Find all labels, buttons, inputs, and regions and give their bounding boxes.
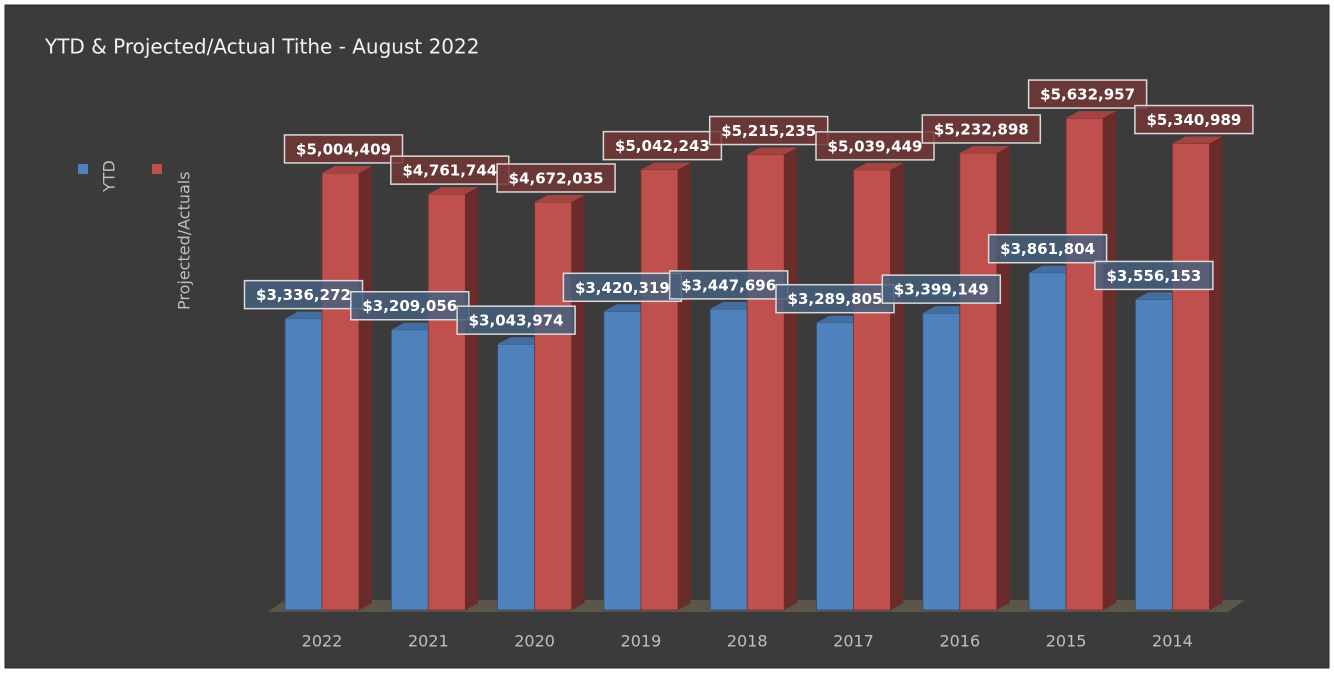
bar-top xyxy=(640,162,691,170)
bar xyxy=(640,169,679,611)
bar xyxy=(746,154,785,611)
legend-swatch xyxy=(152,164,162,174)
data-label: $5,042,243 xyxy=(615,137,710,155)
bar xyxy=(284,318,323,611)
bar-top xyxy=(534,194,585,202)
bar xyxy=(534,201,572,611)
bar-side xyxy=(1103,111,1117,611)
bar xyxy=(922,312,961,611)
data-label-box xyxy=(350,290,470,321)
data-label-box xyxy=(1134,104,1254,135)
bar xyxy=(1065,117,1104,611)
bar xyxy=(816,322,854,611)
data-label: $3,861,804 xyxy=(1000,240,1095,258)
x-tick-label: 2021 xyxy=(408,632,449,651)
data-label: $4,672,035 xyxy=(509,169,604,187)
data-label: $3,336,272 xyxy=(256,286,351,304)
bar-side xyxy=(677,162,691,610)
data-label: $5,215,235 xyxy=(721,122,816,140)
data-label: $3,447,696 xyxy=(681,276,776,294)
data-label-box xyxy=(496,163,616,193)
data-label-box xyxy=(708,115,829,146)
bar xyxy=(497,343,536,611)
x-tick-label: 2017 xyxy=(833,632,874,651)
bar-side xyxy=(571,194,585,610)
x-tick-label: 2018 xyxy=(727,632,768,651)
bar xyxy=(853,169,891,611)
data-label: $3,289,805 xyxy=(788,290,883,308)
bar-side xyxy=(465,187,479,610)
bar xyxy=(959,152,998,611)
data-label: $5,004,409 xyxy=(296,140,391,158)
data-label: $3,556,153 xyxy=(1106,267,1201,285)
data-label: $3,399,149 xyxy=(894,281,989,299)
bar xyxy=(321,172,360,611)
data-label-box xyxy=(1094,260,1214,291)
bar xyxy=(427,193,466,611)
x-tick-label: 2022 xyxy=(302,632,343,651)
data-label-box xyxy=(243,279,364,310)
bar-top xyxy=(322,165,372,173)
bar-side xyxy=(996,145,1010,610)
data-label-box xyxy=(390,155,510,185)
data-label-box xyxy=(1027,79,1148,109)
data-label-box xyxy=(562,272,683,303)
data-label: $3,209,056 xyxy=(362,297,457,315)
data-label: $5,340,989 xyxy=(1146,111,1241,129)
data-label-box xyxy=(987,233,1108,264)
legend-label: Projected/Actuals xyxy=(175,171,194,310)
data-label-box xyxy=(815,131,935,161)
data-label: $4,761,744 xyxy=(402,162,497,180)
data-label: $5,632,957 xyxy=(1040,86,1135,104)
bar-top xyxy=(747,147,798,155)
bar-top xyxy=(959,145,1010,153)
bar xyxy=(390,329,429,611)
x-tick-label: 2019 xyxy=(621,632,662,651)
bar-top xyxy=(1066,111,1117,119)
bar xyxy=(709,308,748,611)
bar xyxy=(1172,143,1210,611)
bar-top xyxy=(428,187,479,195)
x-tick-label: 2020 xyxy=(514,632,555,651)
data-label-box xyxy=(456,305,576,335)
bar-side xyxy=(1209,136,1223,610)
x-tick-label: 2014 xyxy=(1152,632,1193,651)
data-label-box xyxy=(881,274,1002,304)
data-label-box xyxy=(921,114,1042,144)
bar-side xyxy=(784,147,798,611)
bar-side xyxy=(359,165,372,610)
x-tick-label: 2016 xyxy=(939,632,980,651)
bar-top xyxy=(853,162,904,170)
legend-label: YTD xyxy=(100,160,119,193)
data-label-box xyxy=(602,130,723,161)
legend-swatch xyxy=(78,164,88,174)
chart-title: YTD & Projected/Actual Tithe - August 20… xyxy=(44,35,479,59)
bar xyxy=(1135,299,1173,611)
data-label: $5,039,449 xyxy=(828,137,923,155)
bar-side xyxy=(890,162,904,610)
data-label-box xyxy=(668,270,789,300)
data-label-box xyxy=(775,283,895,314)
data-label: $3,043,974 xyxy=(469,312,564,330)
data-label: $3,420,319 xyxy=(575,279,670,297)
data-label-box xyxy=(283,134,404,164)
data-label: $5,232,898 xyxy=(934,120,1029,138)
bar xyxy=(1028,272,1067,611)
bar-top xyxy=(1172,136,1223,144)
x-tick-label: 2015 xyxy=(1046,632,1087,651)
bar xyxy=(603,310,642,611)
